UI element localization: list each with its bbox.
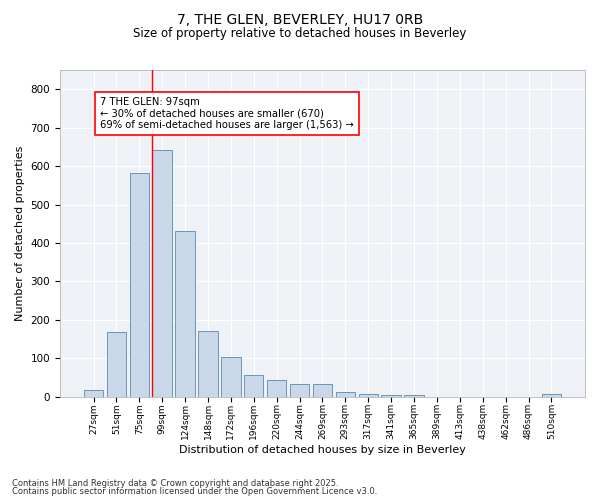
Bar [130, 172, 149, 397]
Bar [107, 332, 126, 397]
Bar [335, 392, 355, 397]
Y-axis label: Number of detached properties: Number of detached properties [15, 146, 25, 321]
Bar [382, 395, 401, 397]
Bar [221, 357, 241, 397]
Bar [175, 230, 195, 397]
Bar [198, 330, 218, 397]
Text: 7, THE GLEN, BEVERLEY, HU17 0RB: 7, THE GLEN, BEVERLEY, HU17 0RB [177, 12, 423, 26]
Bar [359, 394, 378, 397]
Bar [84, 390, 103, 397]
Bar [244, 374, 263, 397]
X-axis label: Distribution of detached houses by size in Beverley: Distribution of detached houses by size … [179, 445, 466, 455]
Bar [404, 395, 424, 397]
Text: Contains public sector information licensed under the Open Government Licence v3: Contains public sector information licen… [12, 487, 377, 496]
Text: Contains HM Land Registry data © Crown copyright and database right 2025.: Contains HM Land Registry data © Crown c… [12, 478, 338, 488]
Bar [313, 384, 332, 397]
Bar [542, 394, 561, 397]
Bar [152, 150, 172, 397]
Bar [267, 380, 286, 397]
Bar [290, 384, 309, 397]
Text: Size of property relative to detached houses in Beverley: Size of property relative to detached ho… [133, 28, 467, 40]
Text: 7 THE GLEN: 97sqm
← 30% of detached houses are smaller (670)
69% of semi-detache: 7 THE GLEN: 97sqm ← 30% of detached hous… [100, 97, 354, 130]
